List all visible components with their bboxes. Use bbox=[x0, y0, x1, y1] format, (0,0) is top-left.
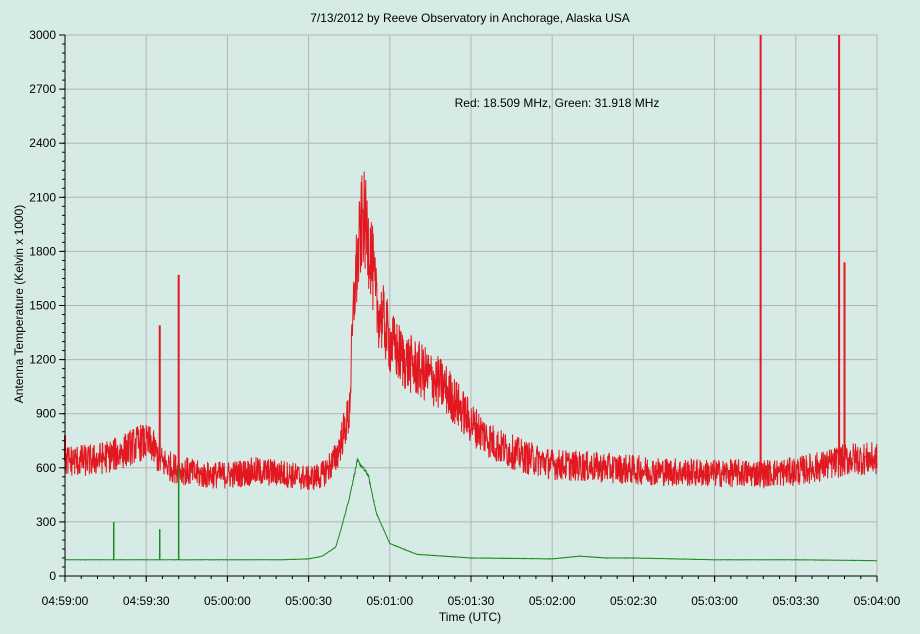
chart-title: 7/13/2012 by Reeve Observatory in Anchor… bbox=[310, 11, 630, 25]
series-line-0 bbox=[64, 171, 878, 490]
y-tick-label: 1200 bbox=[29, 353, 56, 367]
x-tick-label: 05:03:00 bbox=[691, 594, 738, 608]
y-tick-label: 1500 bbox=[29, 299, 56, 313]
y-tick-label: 2100 bbox=[29, 190, 56, 204]
series-layer bbox=[64, 35, 878, 562]
x-tick-label: 05:01:30 bbox=[448, 594, 495, 608]
series-line-1 bbox=[64, 457, 878, 562]
chart-annotation: Red: 18.509 MHz, Green: 31.918 MHz bbox=[455, 96, 660, 110]
x-tick-label: 05:03:30 bbox=[772, 594, 819, 608]
x-tick-label: 05:02:30 bbox=[610, 594, 657, 608]
y-tick-label: 600 bbox=[36, 461, 56, 475]
x-tick-label: 04:59:30 bbox=[123, 594, 170, 608]
y-tick-label: 0 bbox=[49, 569, 56, 583]
tick-labels: 04:59:00 04:59:30 05:00:00 05:00:30 05:01:00… bbox=[29, 28, 900, 608]
x-tick-label: 04:59:00 bbox=[42, 594, 89, 608]
y-tick-label: 3000 bbox=[29, 28, 56, 42]
y-tick-label: 900 bbox=[36, 407, 56, 421]
x-tick-label: 05:00:30 bbox=[285, 594, 332, 608]
y-tick-label: 2700 bbox=[29, 82, 56, 96]
x-tick-label: 05:04:00 bbox=[854, 594, 901, 608]
x-tick-label: 05:02:00 bbox=[529, 594, 576, 608]
x-tick-label: 05:01:00 bbox=[366, 594, 413, 608]
y-tick-label: 1800 bbox=[29, 244, 56, 258]
y-tick-label: 300 bbox=[36, 515, 56, 529]
y-axis-label: Antenna Temperature (Kelvin x 1000) bbox=[12, 205, 26, 404]
y-tick-label: 2400 bbox=[29, 136, 56, 150]
x-axis-label: Time (UTC) bbox=[439, 610, 501, 624]
x-tick-label: 05:00:00 bbox=[204, 594, 251, 608]
axes bbox=[59, 34, 878, 582]
